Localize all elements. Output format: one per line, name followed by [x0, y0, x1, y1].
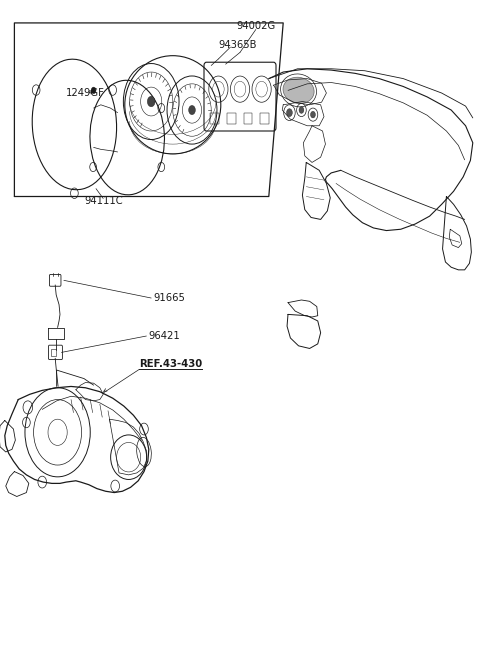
Circle shape [287, 109, 292, 117]
Bar [51, 349, 56, 356]
Circle shape [147, 96, 155, 107]
Ellipse shape [283, 77, 314, 103]
Bar [260, 113, 269, 124]
Text: 94002G: 94002G [236, 21, 276, 31]
Circle shape [311, 111, 315, 118]
Text: 1249GF: 1249GF [66, 88, 105, 98]
Circle shape [91, 87, 96, 94]
Text: 94365B: 94365B [218, 39, 257, 50]
Text: REF.43-430: REF.43-430 [139, 358, 203, 369]
Text: 96421: 96421 [149, 331, 180, 341]
Text: 91665: 91665 [154, 293, 185, 303]
Circle shape [299, 107, 304, 113]
Circle shape [189, 105, 195, 115]
Text: 94111C: 94111C [84, 196, 122, 206]
Bar [227, 113, 236, 124]
Bar [210, 113, 219, 124]
Bar [243, 113, 252, 124]
